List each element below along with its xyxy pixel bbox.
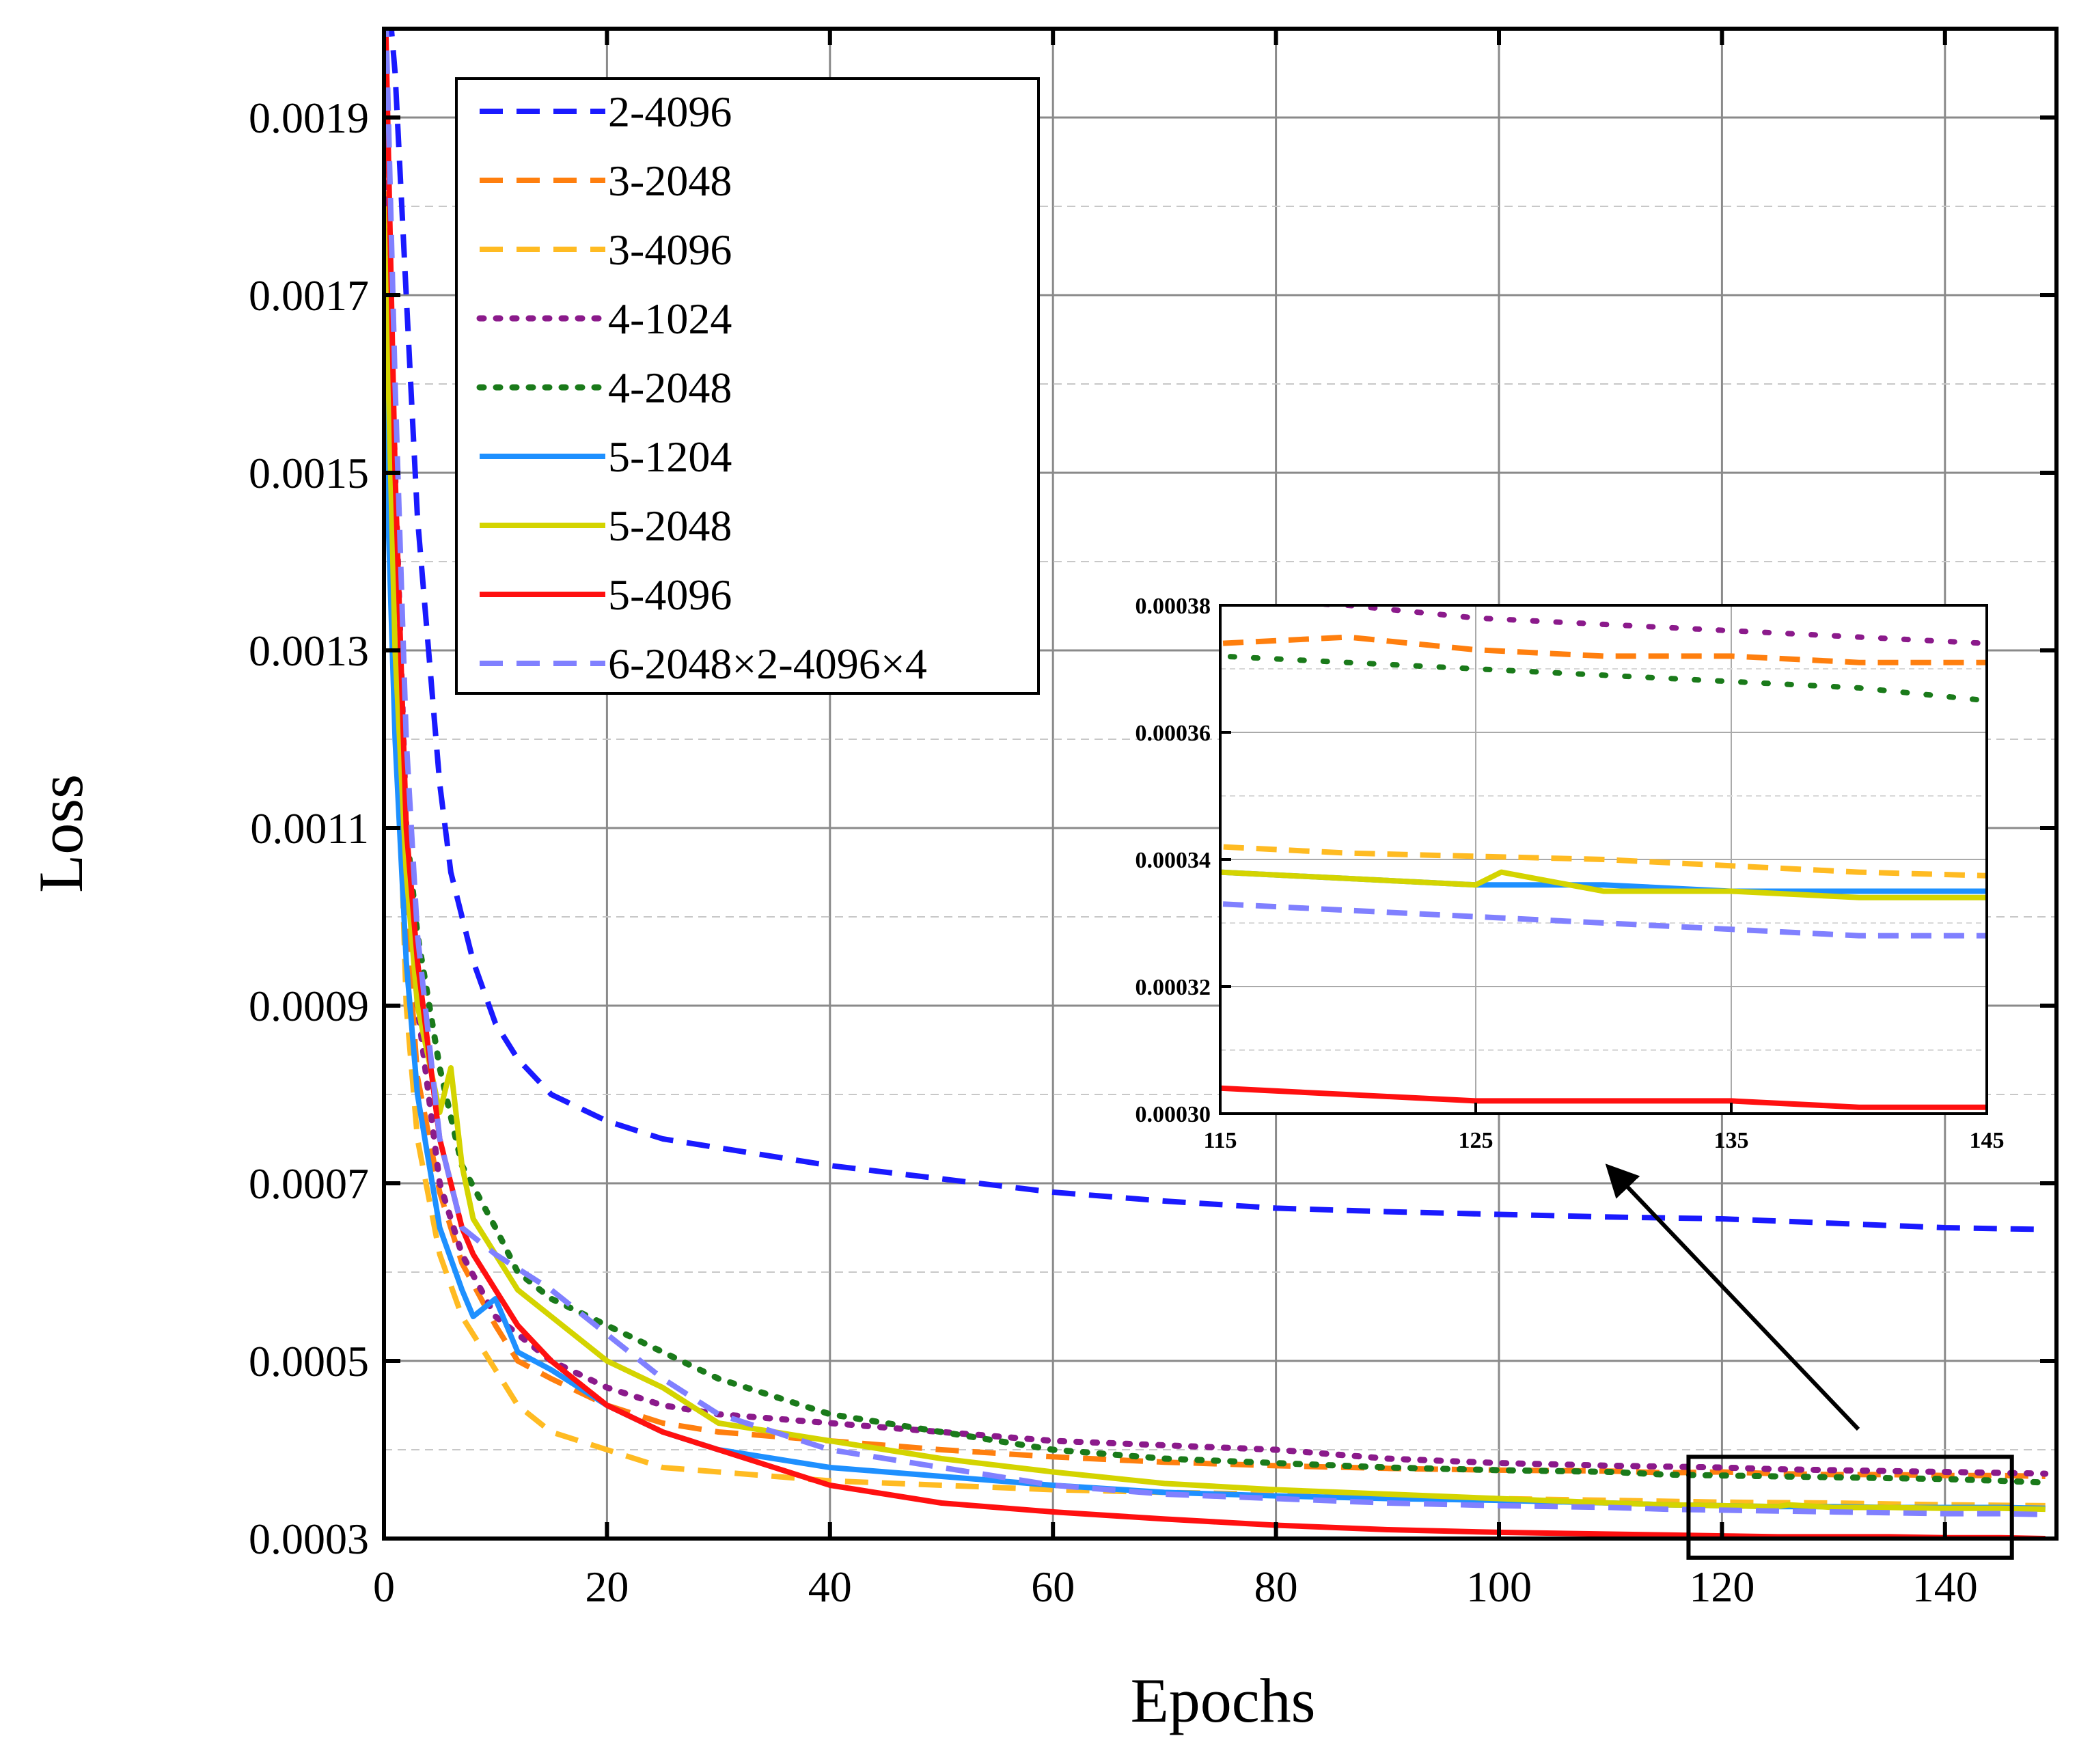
x-axis-title: Epochs [1131, 1666, 1316, 1735]
y-tick-label: 0.0017 [249, 271, 369, 320]
main-series-group [384, 29, 2049, 1539]
inset-y-tick-label: 0.00038 [1136, 594, 1211, 619]
inset-y-tick-label: 0.00036 [1136, 721, 1211, 746]
inset-x-tick-label: 115 [1203, 1128, 1237, 1153]
y-tick-label: 0.0015 [249, 449, 369, 497]
y-tick-label: 0.0013 [249, 626, 369, 675]
legend-label-3-2048: 3-2048 [608, 156, 732, 205]
inset-series-line-3-4096 [1220, 844, 1987, 879]
zoom-arrow [1605, 1163, 1860, 1431]
series-line-4-1024 [384, 114, 2049, 1477]
x-tick-label: 40 [808, 1562, 852, 1611]
x-tick-label: 80 [1254, 1562, 1298, 1611]
y-tick-label: 0.0003 [249, 1515, 369, 1563]
legend: 2-4096 3-2048 3-4096 4-1024 4-2048 5-1204 5-20… [455, 77, 1040, 695]
legend-label-5-1204: 5-1204 [608, 432, 732, 481]
inset-ticks [1219, 604, 1988, 1115]
legend-label-3-4096: 3-4096 [608, 225, 732, 274]
main-ticks [382, 29, 2056, 1541]
legend-label-4-2048: 4-2048 [608, 363, 732, 412]
inset-y-tick-label: 0.00034 [1136, 848, 1211, 873]
inset-chart: 115 125 135 145 0.00030 0.00032 0.00034 0.00036… [1136, 594, 2005, 1153]
series-line-4-2048 [384, 381, 2049, 1486]
zoom-region-box [1686, 1455, 2014, 1560]
inset-x-tick-label: 125 [1459, 1128, 1494, 1153]
zoom-rect [1686, 1455, 2014, 1560]
y-tick-label: 0.0005 [249, 1337, 369, 1386]
inset-series-line-6-2048-2-4096-4 [1220, 901, 1987, 939]
inset-series-line-5-4096 [1220, 1085, 1987, 1110]
legend-label-6-2048-2-4096-4: 6-2048×2-4096×4 [608, 639, 927, 688]
inset-x-tick-label: 135 [1714, 1128, 1749, 1153]
series-line-2-4096 [388, 29, 2046, 1232]
inset-tick-labels: 115 125 135 145 0.00030 0.00032 0.00034 0.00036… [1136, 594, 2005, 1153]
plot-frame [382, 27, 2059, 1541]
inset-series-line-3-2048 [1220, 634, 1987, 665]
x-tick-label: 100 [1466, 1562, 1532, 1611]
series-line-6-2048-2-4096-4 [384, 29, 2046, 1517]
x-tick-label: 60 [1031, 1562, 1075, 1611]
inset-y-tick-label: 0.00030 [1136, 1102, 1211, 1127]
y-axis-title: Loss [26, 774, 96, 893]
inset-series-line-5-2048 [1220, 869, 1987, 900]
y-tick-label: 0.0009 [249, 982, 369, 1030]
main-tick-labels: 0 20 40 60 80 100 120 140 0.0003 0.0005 0.0007 0.00… [249, 94, 1978, 1611]
y-tick-label: 0.0019 [249, 94, 369, 142]
inset-series-group [1220, 605, 1987, 1110]
y-tick-label: 0.0007 [249, 1159, 369, 1208]
x-tick-label: 140 [1912, 1562, 1978, 1611]
inset-y-tick-label: 0.00032 [1136, 975, 1211, 1000]
series-line-3-4096 [384, 294, 2046, 1508]
x-tick-label: 0 [373, 1562, 395, 1611]
y-tick-label: 0.0011 [250, 804, 369, 853]
inset-x-tick-label: 145 [1970, 1128, 2005, 1153]
legend-label-2-4096: 2-4096 [608, 87, 732, 136]
legend-label-4-1024: 4-1024 [608, 294, 732, 343]
legend-label-5-4096: 5-4096 [608, 570, 732, 619]
inset-series-line-4-2048 [1220, 653, 1987, 704]
x-tick-label: 20 [585, 1562, 629, 1611]
x-tick-label: 120 [1689, 1562, 1754, 1611]
series-line-5-2048 [384, 206, 2046, 1513]
legend-label-5-2048: 5-2048 [608, 501, 732, 550]
inset-series-line-4-1024 [1293, 605, 1987, 646]
